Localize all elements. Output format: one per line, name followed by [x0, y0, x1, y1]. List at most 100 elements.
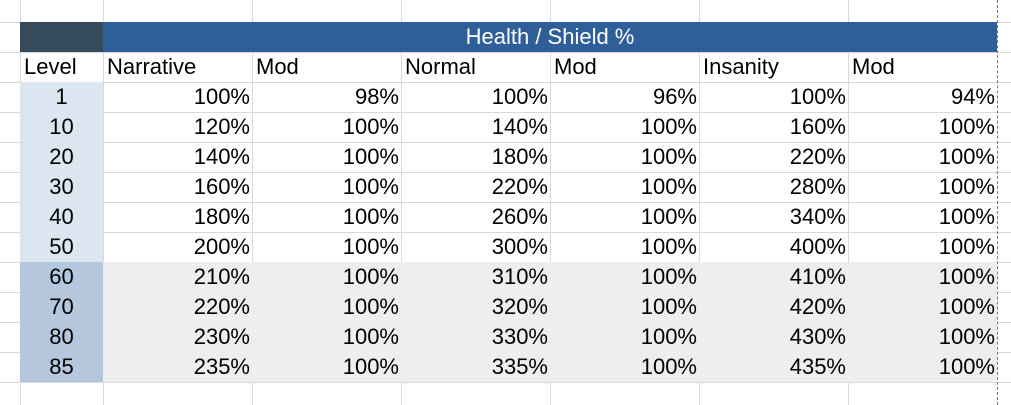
value-cell[interactable]: 100% — [938, 114, 995, 139]
value-cell[interactable]: 100% — [640, 144, 697, 169]
value-cell[interactable]: 100% — [640, 324, 697, 349]
level-cell-fill — [20, 112, 103, 142]
column-header-level[interactable]: Level — [24, 54, 77, 79]
value-cell[interactable]: 410% — [789, 264, 846, 289]
value-cell[interactable]: 140% — [193, 144, 250, 169]
page-break-line — [997, 0, 998, 405]
value-cell[interactable]: 100% — [342, 204, 399, 229]
value-cell[interactable]: 260% — [491, 204, 548, 229]
value-cell[interactable]: 160% — [789, 114, 846, 139]
value-cell[interactable]: 300% — [491, 234, 548, 259]
value-cell[interactable]: 430% — [789, 324, 846, 349]
level-cell[interactable]: 70 — [49, 294, 74, 319]
level-cell[interactable]: 10 — [49, 114, 74, 139]
value-cell[interactable]: 100% — [342, 114, 399, 139]
value-cell[interactable]: 180% — [491, 144, 548, 169]
value-cell[interactable]: 340% — [789, 204, 846, 229]
gridline-horizontal — [0, 112, 1011, 113]
level-cell[interactable]: 85 — [49, 354, 74, 379]
value-cell[interactable]: 98% — [354, 84, 399, 109]
level-cell-fill — [20, 142, 103, 172]
level-cell[interactable]: 1 — [55, 84, 68, 109]
value-cell[interactable]: 100% — [938, 204, 995, 229]
value-cell[interactable]: 100% — [938, 324, 995, 349]
value-cell[interactable]: 335% — [491, 354, 548, 379]
level-cell-fill — [20, 232, 103, 262]
value-cell[interactable]: 100% — [342, 264, 399, 289]
value-cell[interactable]: 100% — [342, 324, 399, 349]
gridline-horizontal — [0, 202, 1011, 203]
gridline-vertical — [699, 0, 700, 405]
value-cell[interactable]: 100% — [342, 294, 399, 319]
value-cell[interactable]: 100% — [640, 264, 697, 289]
value-cell[interactable]: 210% — [193, 264, 250, 289]
gridline-horizontal — [0, 82, 1011, 83]
level-cell-fill — [20, 82, 103, 112]
value-cell[interactable]: 100% — [938, 354, 995, 379]
value-cell[interactable]: 100% — [640, 174, 697, 199]
value-cell[interactable]: 280% — [789, 174, 846, 199]
value-cell[interactable]: 220% — [193, 294, 250, 319]
level-cell-fill — [20, 202, 103, 232]
value-cell[interactable]: 96% — [652, 84, 697, 109]
value-cell[interactable]: 220% — [491, 174, 548, 199]
level-cell-fill — [20, 352, 103, 382]
level-cell[interactable]: 40 — [49, 204, 74, 229]
level-cell-fill — [20, 262, 103, 292]
value-cell[interactable]: 320% — [491, 294, 548, 319]
value-cell[interactable]: 100% — [640, 354, 697, 379]
value-cell[interactable]: 120% — [193, 114, 250, 139]
gridline-horizontal — [0, 142, 1011, 143]
value-cell[interactable]: 230% — [193, 324, 250, 349]
level-cell[interactable]: 30 — [49, 174, 74, 199]
value-cell[interactable]: 100% — [491, 84, 548, 109]
value-cell[interactable]: 100% — [342, 174, 399, 199]
value-cell[interactable]: 400% — [789, 234, 846, 259]
value-cell[interactable]: 100% — [640, 234, 697, 259]
value-cell[interactable]: 100% — [938, 294, 995, 319]
value-cell[interactable]: 94% — [950, 84, 995, 109]
gridline-vertical — [848, 0, 849, 405]
table-title[interactable]: Health / Shield % — [103, 22, 997, 52]
value-cell[interactable]: 100% — [938, 264, 995, 289]
value-cell[interactable]: 200% — [193, 234, 250, 259]
column-header-mod[interactable]: Mod — [256, 54, 299, 79]
value-cell[interactable]: 100% — [193, 84, 250, 109]
gridline-vertical — [103, 0, 104, 405]
value-cell[interactable]: 310% — [491, 264, 548, 289]
value-cell[interactable]: 100% — [640, 204, 697, 229]
column-header-normal[interactable]: Normal — [405, 54, 476, 79]
value-cell[interactable]: 100% — [342, 144, 399, 169]
value-cell[interactable]: 100% — [640, 294, 697, 319]
value-cell[interactable]: 330% — [491, 324, 548, 349]
column-header-mod[interactable]: Mod — [554, 54, 597, 79]
value-cell[interactable]: 220% — [789, 144, 846, 169]
value-cell[interactable]: 235% — [193, 354, 250, 379]
level-cell-fill — [20, 322, 103, 352]
level-cell[interactable]: 60 — [49, 264, 74, 289]
level-cell-fill — [20, 172, 103, 202]
value-cell[interactable]: 435% — [789, 354, 846, 379]
value-cell[interactable]: 100% — [789, 84, 846, 109]
value-cell[interactable]: 100% — [342, 234, 399, 259]
value-cell[interactable]: 100% — [938, 174, 995, 199]
gridline-vertical — [252, 0, 253, 405]
column-header-mod[interactable]: Mod — [852, 54, 895, 79]
value-cell[interactable]: 100% — [342, 354, 399, 379]
value-cell[interactable]: 140% — [491, 114, 548, 139]
level-cell[interactable]: 80 — [49, 324, 74, 349]
value-cell[interactable]: 100% — [938, 144, 995, 169]
column-header-insanity[interactable]: Insanity — [703, 54, 779, 79]
value-cell[interactable]: 160% — [193, 174, 250, 199]
gridline-horizontal — [0, 52, 1011, 53]
header-corner-cell[interactable] — [20, 22, 103, 52]
level-cell[interactable]: 20 — [49, 144, 74, 169]
level-cell[interactable]: 50 — [49, 234, 74, 259]
column-header-narrative[interactable]: Narrative — [107, 54, 197, 79]
value-cell[interactable]: 100% — [938, 234, 995, 259]
value-cell[interactable]: 420% — [789, 294, 846, 319]
gridline-horizontal — [0, 232, 1011, 233]
value-cell[interactable]: 180% — [193, 204, 250, 229]
value-cell[interactable]: 100% — [640, 114, 697, 139]
